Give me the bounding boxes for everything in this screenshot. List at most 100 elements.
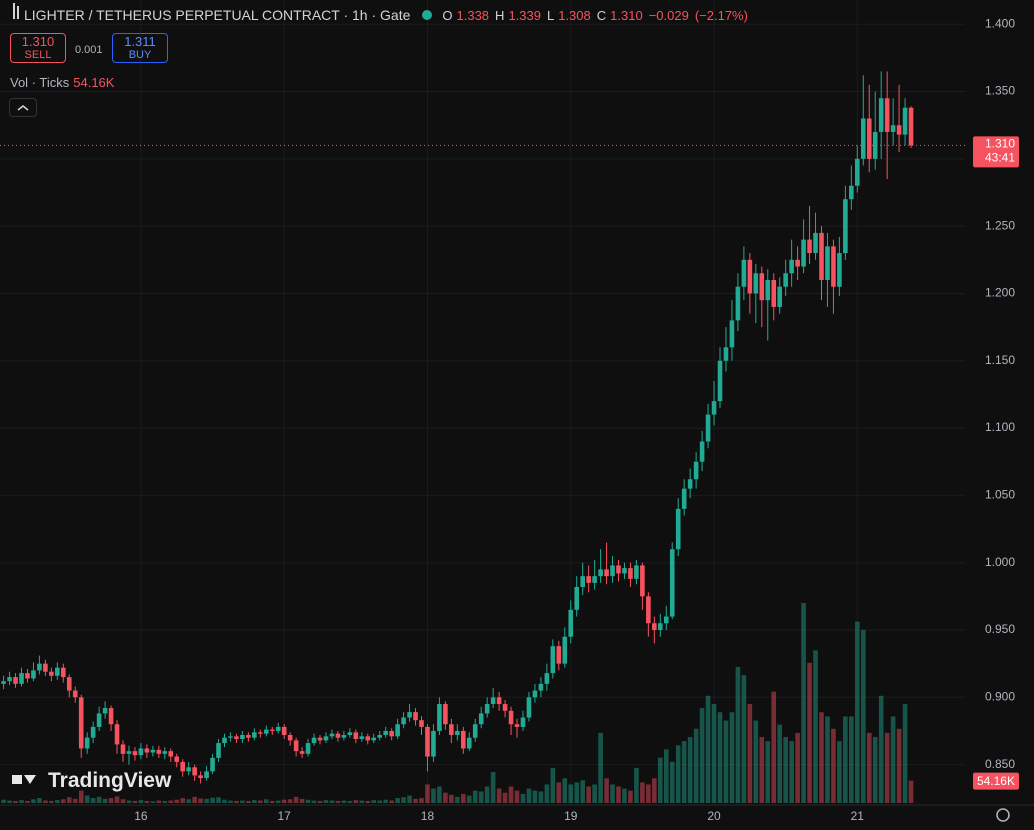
y-tick-label: 1.250 — [985, 218, 1015, 232]
ohlc-letter: L — [546, 7, 555, 23]
candle-body — [837, 253, 842, 287]
candle-body — [634, 565, 639, 579]
candle-body — [795, 259, 800, 267]
candle-body — [538, 683, 544, 691]
candle-body — [168, 751, 174, 757]
candle-body — [878, 98, 884, 132]
volume-bar — [96, 796, 102, 803]
candle-body — [37, 663, 42, 671]
volume-bar — [896, 728, 902, 803]
buy-button[interactable]: 1.311 BUY — [112, 33, 168, 63]
countdown: 43:41 — [985, 151, 1015, 165]
volume-bar — [735, 666, 741, 803]
candle-body — [586, 576, 591, 583]
x-tick-label: 21 — [851, 809, 865, 823]
volume-bar — [502, 792, 508, 803]
candle-body — [741, 259, 747, 287]
candle-body — [431, 730, 436, 757]
candle-body — [156, 749, 162, 754]
volume-bar — [132, 800, 138, 803]
volume-bar — [514, 790, 520, 803]
volume-bar — [741, 675, 747, 803]
volume-bar — [652, 778, 657, 803]
candle-body — [890, 125, 896, 132]
y-tick-label: 1.000 — [985, 555, 1015, 569]
volume-bar — [401, 797, 406, 803]
volume-bar — [138, 800, 144, 803]
volume-bar — [628, 790, 633, 803]
candle-body — [204, 771, 209, 779]
volume-bar — [407, 795, 412, 803]
candle-body — [66, 677, 72, 691]
volume-bar — [825, 716, 830, 803]
volume-bar — [777, 724, 782, 803]
candle-body — [747, 259, 753, 294]
volume-bar — [31, 799, 36, 803]
candle-body — [711, 401, 717, 415]
candle-body — [753, 273, 759, 294]
candle-body — [472, 724, 478, 738]
volume-bar — [807, 662, 812, 803]
volume-bar — [323, 800, 329, 803]
volume-bar — [353, 800, 359, 803]
candle-body — [455, 730, 460, 735]
collapse-icon[interactable] — [17, 105, 29, 111]
candle-body — [132, 751, 138, 756]
settings-icon[interactable] — [996, 808, 1010, 822]
change: −0.029 — [648, 7, 689, 23]
volume-bar — [90, 798, 96, 803]
volume-bar — [275, 800, 281, 803]
volume-bar — [120, 799, 126, 803]
candle-body — [723, 347, 729, 361]
volume-bar — [765, 741, 771, 803]
candle-body — [269, 729, 275, 731]
volume-bar — [753, 720, 759, 803]
collapse-button[interactable] — [9, 98, 37, 117]
volume-bar — [299, 798, 305, 803]
price-tag-label: 1.310 — [985, 137, 1015, 151]
y-tick-label: 0.850 — [985, 757, 1015, 771]
volume-bar — [872, 737, 878, 803]
candle-body — [640, 565, 645, 597]
ohlc-letter: O — [442, 7, 453, 23]
candle-body — [759, 273, 765, 301]
volume-bar — [25, 800, 30, 803]
candle-body — [658, 623, 663, 630]
volume-bar — [831, 728, 836, 803]
candle-body — [377, 735, 383, 738]
candle-body — [443, 704, 448, 725]
volume-bar — [795, 732, 800, 803]
volume-bar — [646, 784, 651, 803]
candle-body — [819, 232, 824, 280]
sell-button[interactable]: 1.310 SELL — [10, 33, 66, 63]
candle-body — [783, 273, 788, 287]
candle-body — [855, 158, 860, 186]
candle-body — [771, 280, 777, 307]
volume-bar — [84, 795, 90, 803]
volume-bar — [562, 778, 568, 803]
candle-body — [275, 726, 281, 731]
candle-body — [299, 751, 305, 754]
volume-bar — [813, 650, 818, 803]
y-tick-label: 1.050 — [985, 488, 1015, 502]
volume-bar — [538, 791, 544, 803]
candle-body — [210, 757, 215, 772]
volume-bar — [884, 732, 890, 803]
candle-body — [84, 737, 90, 749]
volume-bar — [222, 799, 227, 803]
volume-bar — [347, 800, 353, 803]
volume-bar — [723, 720, 729, 803]
candle-body — [568, 609, 574, 637]
volume-bar — [622, 788, 627, 803]
volume-name: Vol · Ticks — [10, 75, 70, 90]
candle-body — [7, 677, 12, 682]
volume-bar — [466, 795, 472, 803]
candle-body — [866, 118, 872, 159]
y-tick-label: 0.950 — [985, 622, 1015, 636]
candle-body — [263, 729, 269, 734]
volume-bar — [156, 800, 162, 803]
symbol-title: LIGHTER / TETHERUS PERPETUAL CONTRACT · … — [24, 7, 411, 23]
volume-bar — [413, 798, 418, 803]
buy-label: BUY — [128, 49, 152, 61]
